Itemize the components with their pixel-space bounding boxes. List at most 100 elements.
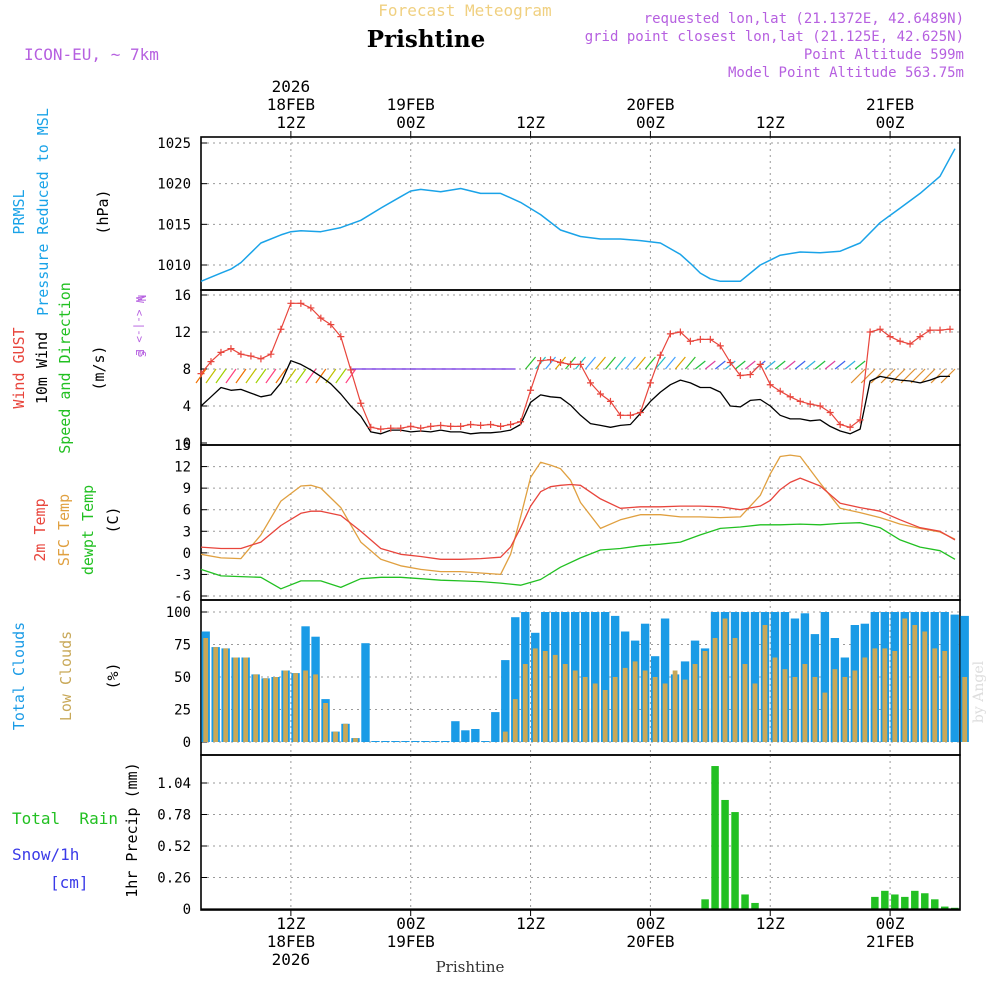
wind-gust-point xyxy=(567,360,575,368)
bottom-time-label: 12Z xyxy=(276,914,305,933)
total-cloud-bar xyxy=(391,741,400,742)
wind-direction-arrow xyxy=(225,368,237,384)
wind-direction-arrow xyxy=(870,368,886,384)
total-cloud-bar xyxy=(461,730,470,742)
wind-ytick-label: 12 xyxy=(174,325,191,341)
pressure-unit: (hPa) xyxy=(94,189,112,234)
wind-gust-point xyxy=(926,326,934,334)
requested-coords: requested lon,lat (21.1372E, 42.6489N) xyxy=(644,11,964,27)
bottom-time-label: 18FEB xyxy=(267,932,315,951)
total-cloud-bar xyxy=(511,617,520,742)
wind-gust-point xyxy=(706,335,714,343)
precip-ytick-label: 0.26 xyxy=(157,871,191,887)
wind-direction-arrow xyxy=(605,356,616,370)
rain-bar xyxy=(951,907,959,909)
pressure-label-1: PRMSL xyxy=(10,189,28,234)
wind-gust-point xyxy=(596,390,604,398)
low-cloud-bar xyxy=(203,638,209,742)
pressure-ytick-label: 1025 xyxy=(157,136,191,152)
low-cloud-bar xyxy=(922,631,928,742)
wind-speed-line xyxy=(200,360,950,435)
pressure-panel-labels: PRMSL Pressure Reduced to MSL (hPa) xyxy=(10,108,112,316)
rain-bar xyxy=(871,896,879,909)
rain-bar xyxy=(731,812,739,909)
wind-gust-point xyxy=(916,333,924,341)
low-cloud-bar xyxy=(652,677,658,742)
total-cloud-bar xyxy=(441,741,450,742)
low-cloud-bar xyxy=(632,661,638,742)
wind-gust-point xyxy=(886,333,894,341)
low-cloud-bar xyxy=(932,648,938,742)
low-cloud-bar xyxy=(532,648,538,742)
low-cloud-bar xyxy=(862,657,868,742)
precip-label-snow: Snow/1h xyxy=(12,845,79,864)
low-cloud-bar xyxy=(552,654,558,742)
low-cloud-bar xyxy=(842,677,848,742)
precip-ytick-label: 1.04 xyxy=(157,776,191,792)
wind-gust-point xyxy=(387,424,395,432)
wind-gust-point xyxy=(457,422,465,430)
top-time-label: 21FEB xyxy=(866,95,914,114)
low-cloud-bar xyxy=(702,651,708,742)
wind-gust-point xyxy=(427,422,435,430)
temp-ytick-label: 9 xyxy=(183,481,191,497)
wind-direction-arrow xyxy=(205,368,217,384)
precip-label-rain: Total Rain xyxy=(12,809,118,828)
wind-direction-arrow xyxy=(920,368,936,384)
clouds-panel-labels: Total Clouds Low Clouds (%) xyxy=(10,622,122,730)
wind-direction-arrow xyxy=(275,368,287,384)
wind-panel-labels: Wind GUST 10m Wind Speed and Direction (… xyxy=(10,282,148,454)
low-cloud-bar xyxy=(772,657,778,742)
total-cloud-bar xyxy=(750,612,760,742)
wind-direction-arrow xyxy=(674,356,686,370)
rain-bar xyxy=(911,890,919,909)
closest-coords: grid point closest lon,lat (21.125E, 42.… xyxy=(585,29,964,45)
low-cloud-bar xyxy=(542,651,548,742)
low-cloud-bar xyxy=(273,677,278,742)
wind-direction-arrow xyxy=(345,368,357,384)
wind-gust-point xyxy=(846,423,854,431)
wind-direction-arrow xyxy=(854,360,866,370)
rain-bar xyxy=(751,902,759,909)
low-cloud-bar xyxy=(522,664,528,742)
wind-direction-arrow xyxy=(634,356,646,370)
rain-bar xyxy=(711,766,719,909)
low-cloud-bar xyxy=(882,648,888,742)
precip-panel-labels: Total Rain Snow/1h [cm] 1hr Precip (mm) xyxy=(12,762,141,897)
wind-direction-arrow xyxy=(794,360,806,370)
wind-ytick-label: 0 xyxy=(183,436,191,452)
wind-direction-arrow xyxy=(664,356,676,370)
wind-gust-point xyxy=(467,421,475,428)
wind-gust-point xyxy=(636,408,644,416)
temp-ytick-label: -6 xyxy=(174,589,191,605)
wind-direction-arrow xyxy=(834,360,846,370)
wind-gust-line xyxy=(200,302,951,430)
wind-gust-point xyxy=(277,325,285,333)
wind-gust-point xyxy=(806,400,814,408)
wind-gust-point xyxy=(297,299,305,307)
wind-gust-point xyxy=(547,356,555,364)
temp-unit: (C) xyxy=(104,506,122,533)
compass-rose: N W <-|-> E S xyxy=(133,295,148,358)
rain-bar xyxy=(891,894,899,909)
precip-unit: 1hr Precip (mm) xyxy=(123,762,141,897)
wind-gust-point xyxy=(836,421,844,428)
wind-direction-arrow xyxy=(814,360,826,370)
rain-bar xyxy=(741,894,749,909)
wind-gust-point xyxy=(417,424,425,432)
low-cloud-bar xyxy=(852,670,858,742)
low-cloud-bar xyxy=(682,679,688,742)
total-cloud-bar xyxy=(371,741,380,742)
low-cloud-bar xyxy=(752,683,758,742)
wind-direction-arrow xyxy=(215,368,227,384)
low-cloud-bar xyxy=(692,664,698,742)
wind-direction-arrow xyxy=(850,368,866,384)
wind-direction-arrow xyxy=(704,360,716,370)
low-cloud-bar xyxy=(303,670,308,742)
bottom-time-label: 21FEB xyxy=(866,932,914,951)
precip-frame xyxy=(200,754,961,911)
wind-gust-point xyxy=(497,422,505,430)
total-cloud-bar xyxy=(501,660,510,742)
low-cloud-bar xyxy=(642,670,648,742)
